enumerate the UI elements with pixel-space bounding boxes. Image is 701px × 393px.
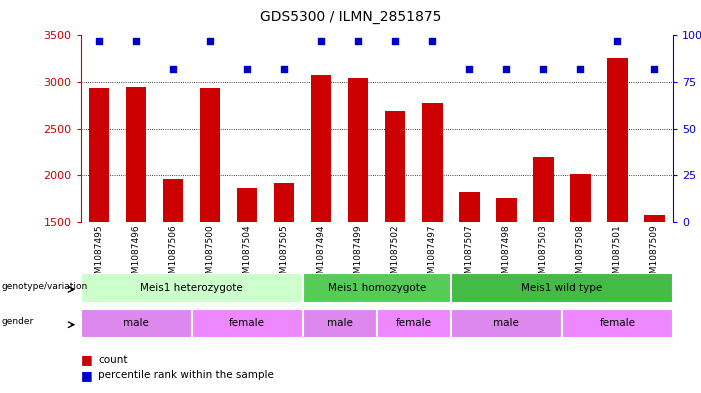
Text: GSM1087508: GSM1087508	[576, 224, 585, 285]
Text: GSM1087497: GSM1087497	[428, 224, 437, 285]
Point	[612, 38, 623, 44]
Text: GSM1087501: GSM1087501	[613, 224, 622, 285]
Text: Meis1 wild type: Meis1 wild type	[522, 283, 603, 293]
Text: GSM1087500: GSM1087500	[205, 224, 215, 285]
Bar	[303, 309, 377, 338]
Text: Meis1 homozygote: Meis1 homozygote	[327, 283, 426, 293]
Bar	[377, 309, 451, 338]
Point	[205, 38, 216, 44]
Bar	[562, 309, 673, 338]
Point	[168, 66, 179, 72]
Text: male: male	[123, 318, 149, 328]
Bar	[200, 88, 220, 222]
Point	[353, 38, 364, 44]
Bar	[237, 187, 257, 222]
Text: count: count	[98, 354, 128, 365]
Point	[242, 66, 253, 72]
Text: female: female	[396, 318, 432, 328]
Text: GSM1087494: GSM1087494	[317, 224, 326, 285]
Bar	[163, 179, 184, 222]
Bar	[570, 174, 590, 222]
Text: percentile rank within the sample: percentile rank within the sample	[98, 370, 274, 380]
Point	[315, 38, 327, 44]
Point	[649, 66, 660, 72]
Bar	[496, 198, 517, 222]
Point	[501, 66, 512, 72]
Bar	[385, 111, 405, 222]
Text: female: female	[599, 318, 635, 328]
Bar	[81, 273, 303, 303]
Bar	[303, 273, 451, 303]
Bar	[89, 88, 109, 222]
Bar	[422, 103, 442, 222]
Text: GSM1087503: GSM1087503	[539, 224, 548, 285]
Text: GSM1087496: GSM1087496	[132, 224, 141, 285]
Point	[538, 66, 549, 72]
Text: male: male	[494, 318, 519, 328]
Point	[464, 66, 475, 72]
Text: ■: ■	[81, 369, 93, 382]
Text: female: female	[229, 318, 265, 328]
Point	[93, 38, 104, 44]
Text: GSM1087502: GSM1087502	[390, 224, 400, 285]
Text: Meis1 heterozygote: Meis1 heterozygote	[140, 283, 243, 293]
Text: GSM1087504: GSM1087504	[243, 224, 252, 285]
Text: GSM1087507: GSM1087507	[465, 224, 474, 285]
Bar	[348, 78, 369, 222]
Point	[427, 38, 438, 44]
Text: GSM1087498: GSM1087498	[502, 224, 511, 285]
Bar	[81, 309, 191, 338]
Text: GSM1087495: GSM1087495	[95, 224, 104, 285]
Bar	[607, 58, 627, 222]
Text: GDS5300 / ILMN_2851875: GDS5300 / ILMN_2851875	[260, 10, 441, 24]
Text: genotype/variation: genotype/variation	[1, 282, 88, 291]
Text: GSM1087506: GSM1087506	[169, 224, 177, 285]
Point	[130, 38, 142, 44]
Bar	[451, 273, 673, 303]
Bar	[274, 183, 294, 222]
Bar	[533, 157, 554, 222]
Text: ■: ■	[81, 353, 93, 366]
Point	[390, 38, 401, 44]
Bar	[311, 75, 332, 222]
Point	[575, 66, 586, 72]
Text: GSM1087505: GSM1087505	[280, 224, 289, 285]
Point	[278, 66, 290, 72]
Text: gender: gender	[1, 317, 34, 326]
Text: GSM1087509: GSM1087509	[650, 224, 659, 285]
Bar	[451, 309, 562, 338]
Text: male: male	[327, 318, 353, 328]
Bar	[126, 87, 147, 222]
Bar	[644, 215, 665, 222]
Bar	[191, 309, 303, 338]
Text: GSM1087499: GSM1087499	[354, 224, 363, 285]
Bar	[459, 192, 479, 222]
